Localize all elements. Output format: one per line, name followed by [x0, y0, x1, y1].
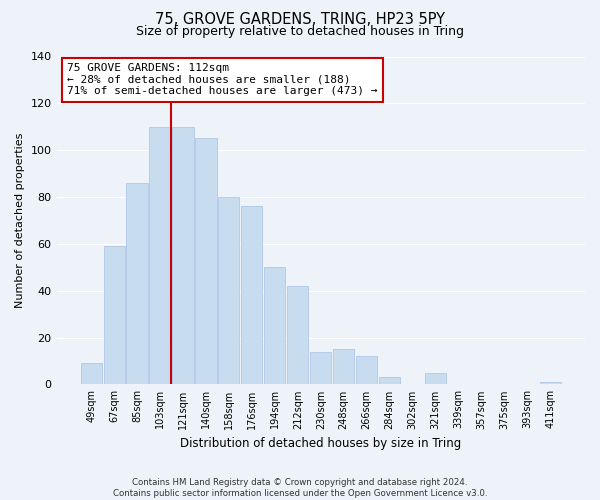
Bar	[333, 350, 354, 384]
Y-axis label: Number of detached properties: Number of detached properties	[15, 133, 25, 308]
Bar	[264, 268, 286, 384]
Text: 75, GROVE GARDENS, TRING, HP23 5PY: 75, GROVE GARDENS, TRING, HP23 5PY	[155, 12, 445, 28]
Text: Contains HM Land Registry data © Crown copyright and database right 2024.
Contai: Contains HM Land Registry data © Crown c…	[113, 478, 487, 498]
Bar	[379, 378, 400, 384]
Bar	[540, 382, 561, 384]
Bar	[196, 138, 217, 384]
Bar	[149, 127, 170, 384]
X-axis label: Distribution of detached houses by size in Tring: Distribution of detached houses by size …	[180, 437, 461, 450]
Bar	[241, 206, 262, 384]
Bar	[356, 356, 377, 384]
Bar	[127, 183, 148, 384]
Bar	[310, 352, 331, 384]
Text: 75 GROVE GARDENS: 112sqm
← 28% of detached houses are smaller (188)
71% of semi-: 75 GROVE GARDENS: 112sqm ← 28% of detach…	[67, 63, 377, 96]
Bar	[218, 197, 239, 384]
Bar	[287, 286, 308, 384]
Bar	[80, 364, 101, 384]
Bar	[172, 127, 194, 384]
Bar	[104, 246, 125, 384]
Bar	[425, 372, 446, 384]
Text: Size of property relative to detached houses in Tring: Size of property relative to detached ho…	[136, 25, 464, 38]
